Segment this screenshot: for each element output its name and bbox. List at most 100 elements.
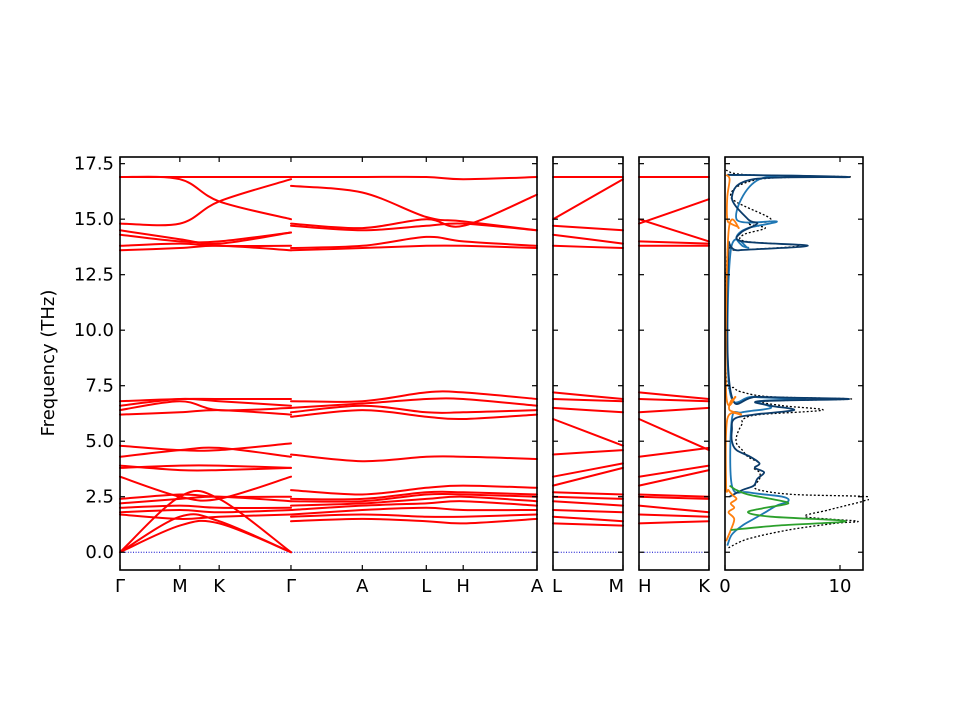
phonon-band bbox=[638, 513, 710, 518]
band-panel: Γ M K Γ A L H A 0.0 2.5 5.0 7.5 10.0 12.5 15.0 17.5 bbox=[74, 154, 544, 597]
high-symmetry-label: L bbox=[421, 576, 431, 597]
phonon-band bbox=[638, 520, 710, 525]
high-symmetry-label: A bbox=[356, 576, 369, 597]
phonon-band bbox=[552, 522, 624, 527]
phonon-band bbox=[290, 390, 538, 403]
phonon-band bbox=[552, 178, 624, 221]
phonon-band bbox=[119, 490, 292, 554]
phonon-band bbox=[119, 513, 292, 554]
phonon-band bbox=[638, 406, 710, 414]
phonon-band bbox=[119, 178, 292, 227]
y-tick-label: 0.0 bbox=[85, 542, 114, 563]
phonon-band bbox=[552, 398, 624, 403]
high-symmetry-label: M bbox=[172, 576, 188, 597]
phonon-band bbox=[290, 244, 538, 252]
phonon-band bbox=[290, 513, 538, 518]
phonon-band bbox=[290, 397, 538, 409]
phonon-band bbox=[119, 446, 292, 458]
phonon-band bbox=[119, 400, 292, 412]
phonon-band bbox=[638, 469, 710, 487]
phonon-band bbox=[552, 509, 624, 514]
high-symmetry-label: K bbox=[698, 576, 711, 597]
phonon-band bbox=[290, 490, 538, 501]
phonon-band bbox=[119, 513, 292, 520]
phonon-band bbox=[119, 509, 292, 514]
phonon-band bbox=[552, 449, 624, 456]
high-symmetry-label: H bbox=[638, 576, 652, 597]
phonon-band bbox=[638, 418, 710, 452]
phonon-band bbox=[290, 492, 538, 503]
phonon-band bbox=[552, 244, 624, 249]
partial-dos-curve bbox=[725, 174, 743, 542]
phonon-band bbox=[638, 398, 710, 403]
phonon-band bbox=[638, 218, 710, 243]
phonon-band bbox=[119, 175, 292, 221]
phonon-band bbox=[552, 462, 624, 478]
phonon-band bbox=[552, 406, 624, 414]
phonon-band bbox=[119, 495, 292, 505]
panel-frame bbox=[724, 156, 864, 571]
total-dos-curve bbox=[725, 169, 869, 549]
phonon-band bbox=[119, 244, 292, 252]
phonon-band bbox=[638, 504, 710, 514]
y-tick-label: 5.0 bbox=[85, 431, 114, 452]
phonon-band bbox=[290, 500, 538, 511]
panel-frame bbox=[638, 156, 710, 571]
phonon-band bbox=[119, 409, 292, 416]
phonon-band bbox=[552, 391, 624, 400]
phonon-band bbox=[552, 224, 624, 232]
phonon-band bbox=[290, 484, 538, 496]
phonon-band bbox=[119, 242, 292, 247]
phonon-band bbox=[290, 506, 538, 516]
y-tick-label: 7.5 bbox=[85, 376, 114, 397]
partial-dos-curve bbox=[729, 484, 847, 531]
partial-dos-curve bbox=[726, 173, 851, 498]
phonon-band bbox=[119, 475, 292, 502]
phonon-band bbox=[290, 175, 538, 181]
phonon-band bbox=[290, 495, 538, 507]
high-symmetry-label: L bbox=[552, 576, 562, 597]
dos-x-tick-label: 0 bbox=[719, 576, 730, 597]
phonon-band bbox=[638, 391, 710, 400]
phonon-band bbox=[290, 404, 538, 414]
panel-frame bbox=[119, 156, 538, 571]
phonon-band bbox=[638, 240, 710, 245]
phonon-band bbox=[552, 515, 624, 523]
phonon-band bbox=[290, 517, 538, 525]
phonon-band bbox=[552, 500, 624, 507]
phonon-band bbox=[638, 464, 710, 478]
y-tick-label: 10.0 bbox=[74, 320, 114, 341]
phonon-band bbox=[552, 418, 624, 447]
dos-panel: 0 10 bbox=[719, 156, 869, 597]
phonon-band bbox=[552, 233, 624, 245]
phonon-band bbox=[119, 229, 292, 245]
phonon-band bbox=[290, 222, 538, 232]
dos-x-tick-label: 10 bbox=[829, 576, 852, 597]
phonon-band bbox=[290, 184, 538, 232]
phonon-band bbox=[552, 495, 624, 500]
phonon-band bbox=[552, 491, 624, 496]
phonon-band bbox=[119, 493, 292, 500]
phonon-band bbox=[119, 464, 292, 472]
phonon-band bbox=[552, 466, 624, 487]
y-tick-label: 17.5 bbox=[74, 154, 114, 175]
dos-curves bbox=[725, 169, 869, 549]
phonon-band bbox=[119, 442, 292, 452]
high-symmetry-label: H bbox=[456, 576, 470, 597]
high-symmetry-label: M bbox=[608, 576, 624, 597]
phonon-band bbox=[290, 193, 538, 230]
phonon-band bbox=[638, 446, 710, 458]
phonon-band bbox=[119, 397, 292, 403]
phonon-band bbox=[119, 464, 292, 469]
phonon-band bbox=[290, 409, 538, 421]
high-symmetry-label: Γ bbox=[286, 576, 296, 597]
y-tick-label: 2.5 bbox=[85, 487, 114, 508]
phonon-band bbox=[638, 198, 710, 225]
y-tick-label: 15.0 bbox=[74, 209, 114, 230]
phonon-band bbox=[119, 504, 292, 509]
phonon-band bbox=[290, 453, 538, 463]
high-symmetry-label: Γ bbox=[115, 576, 125, 597]
